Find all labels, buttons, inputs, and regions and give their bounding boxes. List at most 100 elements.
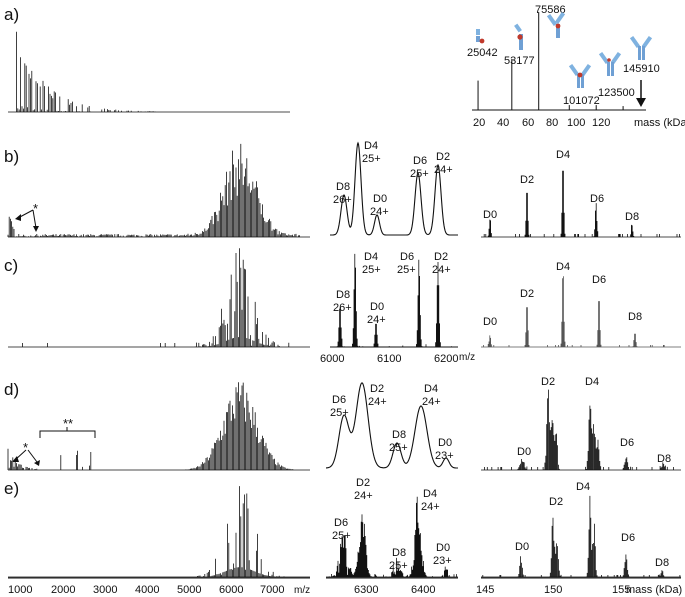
mid-b-charge-3: 25+	[410, 168, 429, 180]
mid-d-charge-0: 25+	[330, 407, 349, 419]
mid-c-charge-3: 25+	[397, 264, 416, 276]
mid-c-tick-1: 6100	[377, 353, 401, 365]
right-e-tick-1: 150	[544, 584, 562, 596]
mass-label-145910: 145910	[623, 63, 660, 75]
mid-c-unit: m/z	[459, 352, 475, 363]
right-d-label-0: D0	[517, 446, 531, 458]
mid-c-name-2: D0	[370, 301, 384, 313]
trace-b-mid	[330, 141, 458, 236]
trace-b-left	[7, 143, 310, 238]
mid-b-charge-2: 24+	[370, 206, 389, 218]
mid-e-tick-1: 6400	[411, 584, 435, 596]
right-d-label-2: D4	[585, 376, 599, 388]
mid-c-name-0: D8	[336, 289, 350, 301]
trace-d-left	[7, 382, 310, 471]
left-tick-4000: 4000	[135, 584, 159, 596]
panel-a-mass-spectrum: 25042 53177 75586 101072 123500 145910 2…	[467, 4, 685, 129]
mid-b-labels: D8 26+ D4 25+ D0 24+ D6 25+ D2 24+	[333, 140, 453, 218]
right-e-tick-2: 155	[612, 584, 630, 596]
left-tick-1000: 1000	[8, 584, 32, 596]
trace-a-left	[8, 31, 290, 113]
left-tick-2000: 2000	[51, 584, 75, 596]
tick-120: 120	[592, 117, 610, 129]
panel-label-b: b)	[4, 147, 19, 166]
arrow-head	[636, 98, 646, 107]
left-tick-6000: 6000	[219, 584, 243, 596]
mid-b-name-3: D6	[413, 155, 427, 167]
panel-label-c: c)	[4, 256, 18, 275]
annotation-b-head-1	[15, 214, 21, 221]
right-b-label-3: D6	[590, 193, 604, 205]
mid-e-charge-1: 24+	[354, 490, 373, 502]
mid-d-name-1: D2	[370, 383, 384, 395]
mid-d-charge-2: 25+	[389, 442, 408, 454]
panel-label-d: d)	[4, 380, 19, 399]
mid-e-charge-4: 23+	[433, 555, 452, 567]
panel-label-e: e)	[4, 479, 19, 498]
right-c-label-4: D8	[628, 311, 642, 323]
annotation-b-head-2	[33, 226, 39, 232]
mid-d-name-0: D6	[332, 394, 346, 406]
mid-b-name-2: D0	[373, 193, 387, 205]
mass-label-75586: 75586	[535, 4, 566, 16]
right-d-label-4: D8	[657, 453, 671, 465]
mid-e-name-4: D0	[436, 542, 450, 554]
antibody-icon-3	[629, 35, 653, 60]
antibody-icon-2	[598, 51, 622, 76]
mid-e-name-0: D6	[334, 517, 348, 529]
annotation-d-head-2	[34, 460, 40, 466]
mid-d-labels: D6 25+ D2 24+ D8 25+ D4 24+ D0 23+	[330, 383, 454, 462]
mid-e-tick-0: 6300	[354, 584, 378, 596]
mid-c-charge-0: 26+	[333, 302, 352, 314]
trace-c-left	[8, 248, 310, 348]
trace-c-right	[481, 276, 681, 348]
mid-c-name-1: D4	[364, 251, 378, 263]
right-b-label-2: D4	[556, 149, 570, 161]
double-asterisk-d: **	[63, 416, 73, 431]
mid-c-labels: D8 26+ D4 25+ D0 24+ D6 25+ D2 24+	[333, 251, 451, 326]
mass-label-123500: 123500	[598, 87, 635, 99]
mid-e-charge-3: 24+	[421, 501, 440, 513]
mid-c-charge-1: 25+	[362, 264, 381, 276]
mid-d-name-3: D4	[424, 383, 438, 395]
annotation-b: *	[15, 201, 39, 232]
mass-label-25042: 25042	[467, 47, 498, 59]
trace-b-right	[481, 170, 681, 238]
annotation-d: * **	[12, 416, 96, 466]
mid-e-name-2: D8	[392, 547, 406, 559]
mid-c-charge-2: 24+	[367, 314, 386, 326]
right-e-label-4: D8	[655, 557, 669, 569]
mid-b-charge-0: 26+	[333, 194, 352, 206]
mid-c-axis: 6000 6100 6200 m/z	[320, 346, 475, 365]
left-tick-5000: 5000	[177, 584, 201, 596]
tick-40: 40	[497, 117, 509, 129]
tick-20: 20	[473, 117, 485, 129]
right-e-tick-0: 145	[476, 584, 494, 596]
mid-e-charge-2: 25+	[389, 560, 408, 572]
mid-b-charge-4: 24+	[434, 164, 453, 176]
annotation-d-arrow-2	[27, 449, 38, 463]
mid-e-charge-0: 25+	[332, 530, 351, 542]
antibody-icon-1	[568, 63, 592, 88]
heavy-chain-icon	[514, 23, 523, 50]
mid-e-name-1: D2	[356, 477, 370, 489]
right-b-label-4: D8	[625, 211, 639, 223]
right-e-label-0: D0	[515, 541, 529, 553]
right-d-label-1: D2	[541, 376, 555, 388]
tick-80: 80	[546, 117, 558, 129]
trace-d-right	[481, 389, 681, 471]
right-e-label-3: D6	[621, 532, 635, 544]
left-axis: 1000 2000 3000 4000 5000 6000 7000 m/z	[8, 577, 310, 596]
annotation-d-head-1	[12, 456, 19, 462]
right-e-axis-label: mass (kDa)	[626, 584, 682, 596]
right-b-label-1: D2	[520, 174, 534, 186]
asterisk-b: *	[33, 201, 38, 216]
mid-c-tick-2: 6200	[434, 353, 458, 365]
mass-label-53177: 53177	[504, 55, 535, 67]
mid-d-charge-4: 23+	[435, 450, 454, 462]
mid-e-name-3: D4	[423, 488, 437, 500]
mid-b-name-0: D8	[336, 181, 350, 193]
right-c-label-2: D4	[556, 261, 570, 273]
right-d-label-3: D6	[620, 437, 634, 449]
